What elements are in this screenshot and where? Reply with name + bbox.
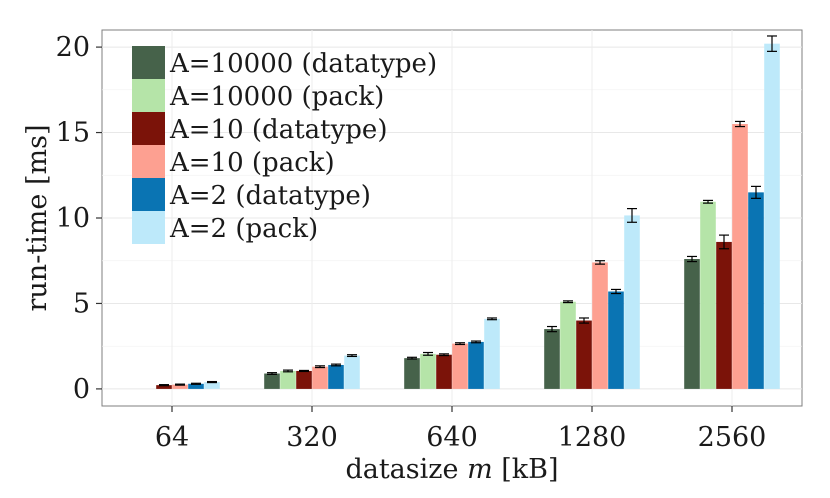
bar	[312, 366, 328, 389]
bar	[560, 301, 576, 389]
bar	[592, 262, 608, 389]
bar	[700, 201, 716, 389]
bar	[764, 43, 780, 389]
bar	[748, 192, 764, 389]
x-axis-title-suffix: [kB]	[493, 454, 559, 485]
x-axis-title-variable: m	[467, 454, 493, 485]
legend-label: A=10000 (pack)	[169, 82, 384, 112]
bar	[544, 329, 560, 389]
y-tick-label: 5	[73, 288, 90, 319]
axis-ticks: 0 5 10 15 20 64 320 640 1280 2560	[56, 32, 767, 453]
legend-swatch	[132, 112, 165, 145]
bar	[452, 343, 468, 389]
legend-swatch	[132, 211, 165, 244]
bar	[608, 291, 624, 389]
y-tick-label: 10	[56, 203, 90, 234]
legend-swatch	[132, 46, 165, 79]
y-tick-label: 15	[56, 118, 90, 149]
bar	[344, 355, 360, 389]
bar	[468, 341, 484, 389]
legend-label: A=2 (pack)	[169, 214, 318, 244]
bar	[264, 373, 280, 389]
x-tick-label: 64	[155, 422, 189, 453]
bar	[280, 370, 296, 389]
legend-label: A=2 (datatype)	[169, 181, 371, 211]
bar	[172, 384, 188, 389]
bar	[204, 382, 220, 389]
x-tick-label: 2560	[698, 422, 767, 453]
x-tick-label: 1280	[558, 422, 627, 453]
bar	[436, 354, 452, 389]
legend-swatch	[132, 178, 165, 211]
legend-swatch	[132, 145, 165, 178]
x-tick-label: 640	[426, 422, 478, 453]
bar	[576, 320, 592, 389]
bar	[404, 358, 420, 389]
y-tick-label: 0	[73, 374, 90, 405]
bar	[684, 259, 700, 389]
bar	[420, 353, 436, 389]
y-axis-title: run-time [ms]	[22, 125, 53, 312]
bar	[624, 215, 640, 389]
x-tick-label: 320	[286, 422, 338, 453]
bar	[328, 364, 344, 389]
legend-label: A=10 (pack)	[169, 148, 335, 178]
legend-swatch	[132, 79, 165, 112]
bar	[156, 385, 172, 389]
bar	[296, 370, 312, 389]
legend: A=10000 (datatype)A=10000 (pack)A=10 (da…	[132, 46, 437, 244]
legend-label: A=10000 (datatype)	[169, 49, 437, 79]
legend-label: A=10 (datatype)	[169, 115, 387, 145]
x-axis-title-prefix: datasize	[345, 454, 467, 485]
bar	[716, 241, 732, 389]
bars	[156, 35, 780, 389]
y-tick-label: 20	[56, 32, 90, 63]
bar	[484, 318, 500, 389]
bar	[732, 124, 748, 389]
x-axis-title: datasize m [kB]	[345, 454, 558, 485]
bar	[188, 383, 204, 389]
